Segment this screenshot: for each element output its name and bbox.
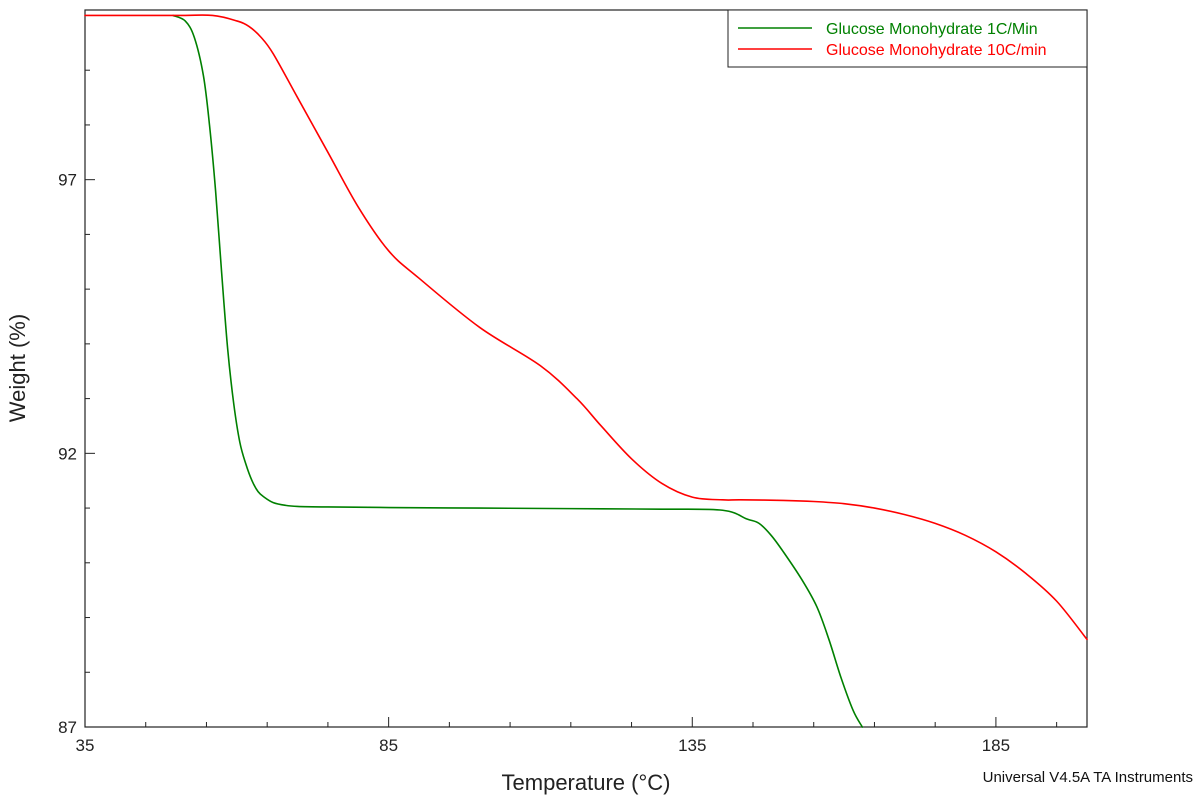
y-tick-label: 87 [58,718,77,737]
y-tick-label: 92 [58,444,77,463]
y-axis-title: Weight (%) [5,314,30,422]
x-tick-label: 185 [982,736,1010,755]
x-tick-label: 135 [678,736,706,755]
series-layer [84,14,1088,728]
instrument-watermark: Universal V4.5A TA Instruments [983,769,1193,786]
legend-label-10c-min: Glucose Monohydrate 10C/min [826,42,1047,59]
legend: Glucose Monohydrate 1C/Min Glucose Monoh… [727,9,1088,68]
series-line-1c-min [172,14,864,728]
x-axis-title: Temperature (°C) [502,770,671,795]
legend-label-1c-min: Glucose Monohydrate 1C/Min [826,21,1038,38]
ticks-layer: 35 85 135 185 87 92 97 [58,14,1058,755]
x-tick-label: 35 [76,736,95,755]
y-tick-label: 97 [58,171,77,190]
legend-box [727,9,1088,68]
plot-frame [84,9,1088,728]
series-line-10c-min [84,14,1088,641]
x-tick-label: 85 [379,736,398,755]
